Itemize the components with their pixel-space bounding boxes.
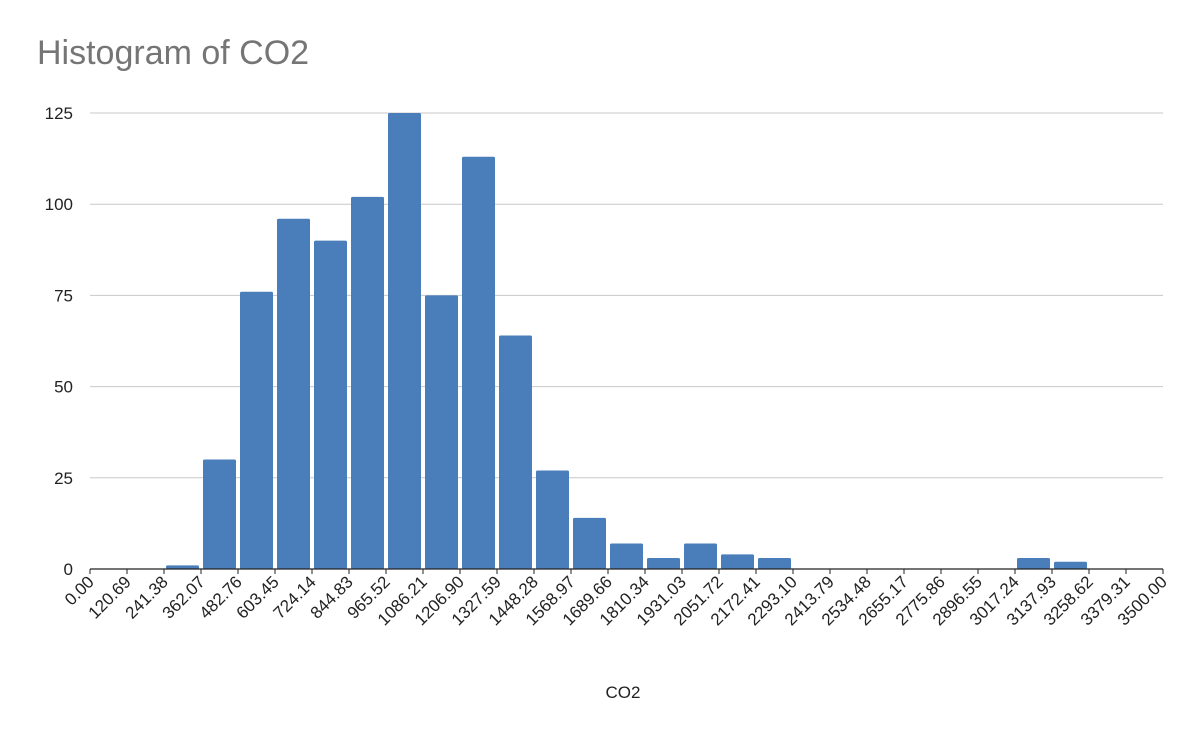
y-tick-label: 125	[45, 104, 73, 123]
histogram-bar	[647, 558, 680, 569]
y-tick-label: 0	[64, 560, 73, 579]
y-tick-label: 50	[54, 378, 73, 397]
histogram-bar	[1054, 561, 1087, 569]
histogram-bar	[425, 295, 458, 569]
histogram-bar	[240, 291, 273, 569]
histogram-bar	[721, 554, 754, 569]
histogram-bar	[1017, 558, 1050, 569]
histogram-bar	[758, 558, 791, 569]
histogram-bar	[536, 470, 569, 569]
histogram-bar	[462, 156, 495, 569]
chart-title: Histogram of CO2	[37, 34, 310, 72]
bars	[166, 113, 1087, 570]
y-tick-label: 75	[54, 286, 73, 305]
y-tick-label: 25	[54, 469, 73, 488]
histogram-bar	[388, 113, 421, 569]
histogram-bar	[499, 335, 532, 569]
y-tick-label: 100	[45, 195, 73, 214]
histogram-bar	[314, 240, 347, 569]
histogram-bar	[166, 565, 199, 569]
histogram-bar	[684, 543, 717, 569]
histogram-bar	[277, 218, 310, 570]
x-axis-title: CO2	[606, 683, 641, 702]
histogram-bar	[203, 459, 236, 569]
histogram-bar	[351, 196, 384, 570]
histogram-bar	[573, 517, 606, 569]
histogram-bar	[610, 543, 643, 569]
